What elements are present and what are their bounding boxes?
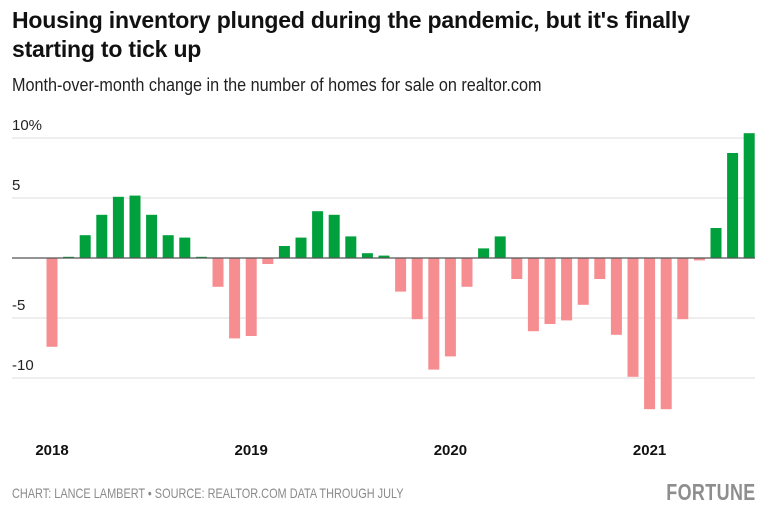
bar (212, 258, 224, 287)
bar (610, 258, 622, 335)
bar (478, 248, 490, 258)
bar (229, 258, 241, 339)
bar (544, 258, 556, 324)
bar (594, 258, 606, 279)
bar (361, 253, 373, 258)
bar (444, 258, 456, 357)
bar (527, 258, 539, 332)
bar (46, 258, 58, 347)
x-tick-label: 2018 (35, 442, 68, 459)
bar (428, 258, 440, 370)
y-tick-label: -5 (12, 297, 25, 314)
bar (96, 214, 108, 258)
bar (345, 236, 357, 258)
x-tick-label: 2020 (434, 442, 467, 459)
bar (511, 258, 523, 279)
bar (411, 258, 423, 320)
bar (295, 237, 307, 258)
bar (395, 258, 407, 292)
bar (743, 133, 755, 258)
bar (644, 258, 656, 410)
bar (312, 211, 324, 258)
y-tick-label: 10% (12, 117, 42, 134)
bar (278, 246, 290, 258)
bar (79, 235, 91, 258)
bar (162, 235, 174, 258)
bar (328, 214, 340, 258)
bar (627, 258, 639, 377)
bar (245, 258, 257, 336)
bar (378, 255, 390, 258)
bar (727, 153, 739, 258)
chart-credit: CHART: LANCE LAMBERT • SOURCE: REALTOR.C… (12, 485, 404, 501)
bar (677, 258, 689, 320)
y-tick-label: 5 (12, 177, 20, 194)
bar (461, 258, 473, 287)
bar (577, 258, 589, 305)
x-tick-label: 2019 (235, 442, 268, 459)
bar (561, 258, 573, 321)
bar (112, 196, 124, 258)
bar (693, 258, 705, 261)
chart-title: Housing inventory plunged during the pan… (12, 7, 690, 62)
bar (129, 195, 141, 258)
bar (179, 237, 191, 258)
y-tick-label: -10 (12, 357, 34, 374)
bar (262, 258, 274, 264)
bar-chart: 10% 5 -5 -10 2018 2019 2020 2021 (12, 117, 755, 459)
fortune-logo: FORTUNE (666, 479, 756, 505)
bar (660, 258, 672, 410)
bar (494, 236, 506, 258)
bar (710, 228, 722, 258)
x-tick-label: 2021 (633, 442, 666, 459)
bar (146, 214, 158, 258)
chart-subtitle: Month-over-month change in the number of… (12, 75, 542, 95)
